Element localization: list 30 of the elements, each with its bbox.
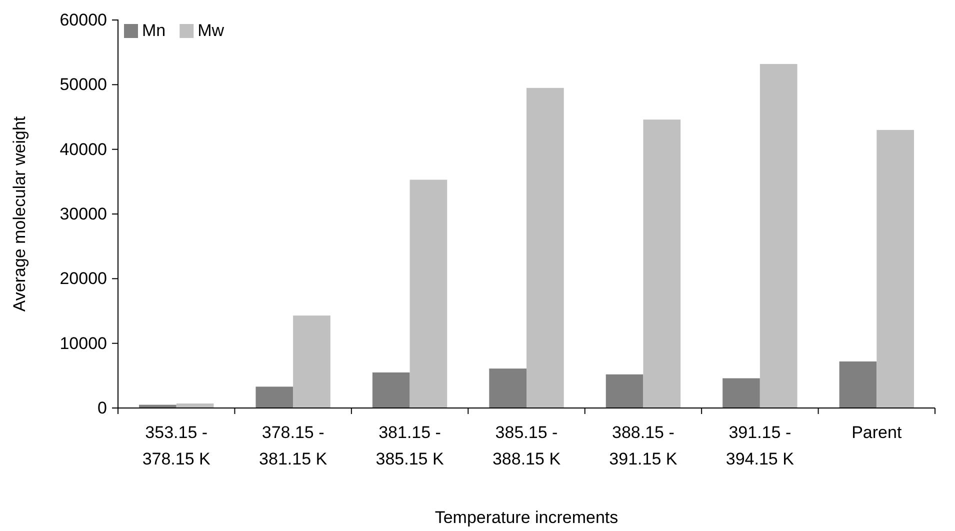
bar	[372, 372, 410, 408]
bar	[410, 180, 448, 408]
legend-label: Mn	[142, 21, 166, 40]
y-tick-label: 10000	[60, 334, 107, 353]
y-tick-label: 30000	[60, 204, 107, 224]
x-tick-label: 378.15 - 381.15 K	[259, 423, 328, 468]
y-tick-label: 20000	[60, 269, 107, 288]
bar	[722, 378, 760, 408]
bar	[526, 88, 564, 408]
bar	[643, 120, 681, 408]
x-tick-label: 381.15 - 385.15 K	[376, 423, 444, 468]
bar	[256, 386, 294, 408]
bar	[489, 368, 526, 408]
legend-label: Mw	[198, 21, 225, 40]
bar	[606, 374, 644, 408]
x-axis-title: Temperature increments	[434, 508, 618, 527]
bar	[876, 130, 914, 408]
bar	[760, 64, 798, 408]
x-tick-label: 391.15 - 394.15 K	[726, 423, 795, 468]
bar	[839, 361, 877, 408]
bar	[293, 316, 330, 408]
y-tick-label: 40000	[60, 140, 107, 159]
y-tick-label: 0	[98, 398, 107, 418]
x-tick-label: 353.15 - 378.15 K	[142, 423, 212, 468]
y-tick-label: 60000	[60, 10, 107, 30]
x-tick-label: 385.15 - 388.15 K	[492, 423, 562, 468]
y-axis-title: Average molecular weight	[10, 116, 29, 312]
y-tick-label: 50000	[60, 75, 107, 94]
x-tick-label: 388.15 - 391.15 K	[609, 423, 678, 468]
x-tick-label: Parent	[852, 423, 902, 442]
